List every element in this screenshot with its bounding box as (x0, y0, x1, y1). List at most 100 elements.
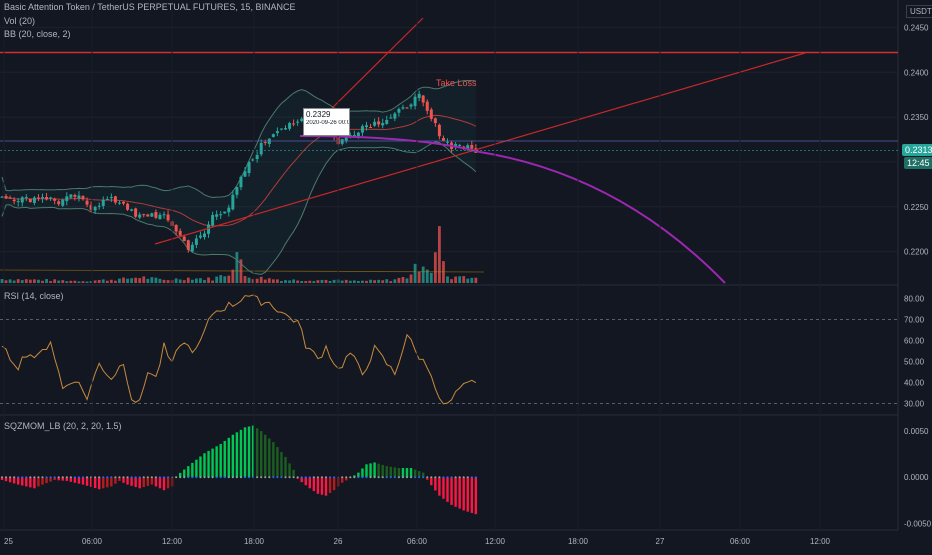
squeeze-dot (389, 476, 392, 479)
volume-bar (352, 280, 356, 283)
volume-bar (53, 279, 57, 283)
candle-body (77, 195, 81, 199)
momentum-bar (12, 477, 16, 484)
volume-bar (215, 276, 219, 283)
momentum-bar (430, 477, 433, 486)
volume-bar (474, 277, 478, 283)
squeeze-dot (158, 476, 161, 479)
time-tick-label: 12:00 (162, 537, 183, 546)
volume-ma-line (0, 269, 485, 273)
candle-body (219, 214, 223, 216)
price-tick-label: 0.2200 (904, 248, 929, 257)
volume-bar (280, 280, 283, 283)
candle-body (365, 125, 368, 128)
squeeze-dot (316, 476, 319, 479)
candle-body (207, 224, 211, 234)
candle-body (437, 124, 441, 137)
momentum-bar (158, 477, 162, 489)
momentum-bar (81, 477, 85, 485)
candle-body (85, 200, 89, 205)
momentum-tick-label: -0.0050 (904, 519, 932, 528)
momentum-bar (243, 427, 247, 478)
candle-body (429, 109, 433, 119)
candle-body (113, 196, 117, 203)
momentum-bar (89, 477, 93, 487)
squeeze-dot (82, 476, 84, 479)
candle-body (441, 137, 445, 141)
volume-bar (458, 276, 462, 283)
momentum-bar (110, 477, 113, 487)
momentum-bar (183, 469, 186, 478)
candle-body (251, 158, 255, 161)
squeeze-dot (57, 476, 60, 479)
momentum-bar (389, 466, 392, 478)
rsi-line (1, 294, 477, 405)
candle-body (255, 155, 259, 160)
candle-body (126, 203, 130, 210)
candle-body (97, 205, 101, 207)
volume-bar (150, 277, 154, 283)
candle-body (296, 121, 300, 123)
last-price-badge: 0.2313 (902, 144, 932, 156)
squeeze-dot (21, 476, 24, 479)
volume-bar (348, 280, 352, 283)
momentum-bar (41, 477, 44, 485)
volume-bar (413, 263, 417, 283)
squeeze-dot (126, 476, 129, 479)
momentum-bar (397, 468, 401, 478)
candle-body (101, 199, 105, 206)
time-tick-label: 06:00 (730, 537, 751, 546)
volume-bar (223, 276, 227, 283)
volume-bar (389, 281, 393, 283)
volume-bar (101, 279, 105, 283)
momentum-bar (304, 477, 307, 486)
volume-bar (203, 279, 206, 283)
volume-bar (219, 275, 223, 283)
candle-body (211, 214, 215, 226)
momentum-bar (106, 477, 109, 488)
momentum-bar (450, 477, 453, 505)
candle-body (49, 197, 53, 199)
volume-bar (397, 277, 401, 283)
price-note-box[interactable]: 0.2329 2020-09-26 00:00 (303, 108, 350, 136)
squeeze-dot (195, 476, 198, 479)
momentum-bar (328, 477, 332, 493)
squeeze-dot (385, 476, 388, 479)
candle-body (61, 199, 65, 206)
volume-bar (401, 277, 405, 283)
squeeze-dot (353, 476, 356, 479)
candle-body (81, 196, 85, 200)
candle-body (433, 118, 437, 124)
currency-button[interactable]: USDT (906, 5, 932, 18)
volume-bar (186, 277, 190, 283)
squeeze-dot (77, 476, 80, 479)
squeeze-dot (163, 476, 165, 479)
squeeze-dot (300, 476, 303, 479)
squeeze-indicator-label[interactable]: SQZMOM_LB (20, 2, 20, 1.5) (4, 421, 122, 431)
squeeze-dot (114, 476, 117, 479)
squeeze-dot (414, 476, 417, 479)
candle-body (166, 214, 170, 221)
candle-body (263, 142, 267, 144)
squeeze-dot (154, 476, 157, 479)
squeeze-dot (397, 476, 400, 479)
candle-body (458, 144, 462, 146)
squeeze-dot (49, 476, 52, 479)
volume-bar (190, 279, 194, 283)
squeeze-dot (110, 476, 113, 479)
squeeze-dot (219, 476, 222, 479)
momentum-bar (345, 477, 348, 481)
take-loss-annotation[interactable]: Take Loss (436, 78, 477, 88)
rsi-indicator-label[interactable]: RSI (14, close) (4, 291, 64, 301)
momentum-bar (207, 450, 210, 478)
bollinger-indicator-label[interactable]: BB (20, close, 2) (4, 29, 71, 39)
squeeze-dot (175, 476, 178, 479)
squeeze-dot (377, 476, 380, 479)
momentum-bar (126, 477, 129, 485)
momentum-bar (166, 477, 170, 489)
volume-indicator-label[interactable]: Vol (20) (4, 16, 36, 26)
momentum-bar (361, 468, 364, 478)
squeeze-dot (406, 476, 408, 479)
squeeze-dot (320, 476, 323, 479)
